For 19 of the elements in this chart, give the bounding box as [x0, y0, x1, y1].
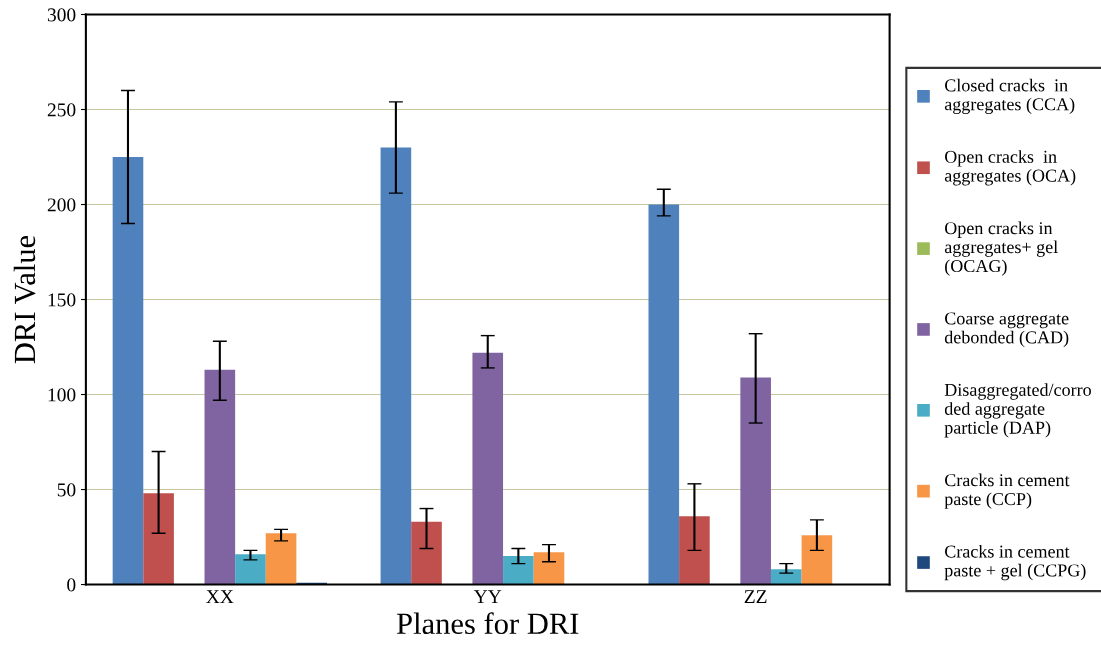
legend-label: Closed cracks in aggregates (CCA): [944, 78, 1075, 115]
y-tick-label: 50: [57, 483, 76, 497]
x-tick-label: ZZ: [744, 590, 767, 603]
y-tick-label: 300: [47, 8, 76, 22]
x-axis-title: Planes for DRI: [396, 612, 579, 635]
legend-label: Cracks in cement paste (CCP): [944, 473, 1070, 509]
y-axis-title: DRI Value: [13, 235, 36, 364]
legend-label: Disaggregated/corro ded aggregate particle (DAP): [944, 383, 1091, 438]
y-tick-label: 250: [47, 103, 76, 117]
y-tick-label: 200: [47, 198, 76, 212]
legend-label: Cracks in cement paste + gel (CCPG): [944, 544, 1086, 581]
y-tick-label: 0: [67, 578, 76, 592]
y-tick-label: 100: [48, 388, 76, 402]
x-tick-label: XX: [206, 590, 234, 603]
x-tick-label: YY: [473, 590, 502, 603]
legend-label: Coarse aggregate debonded (CAD): [944, 312, 1069, 348]
y-tick-label: 150: [48, 293, 76, 307]
legend-label: Open cracks in aggregates (OCA): [944, 150, 1076, 186]
legend-label: Open cracks in aggregates+ gel (OCAG): [944, 221, 1058, 276]
